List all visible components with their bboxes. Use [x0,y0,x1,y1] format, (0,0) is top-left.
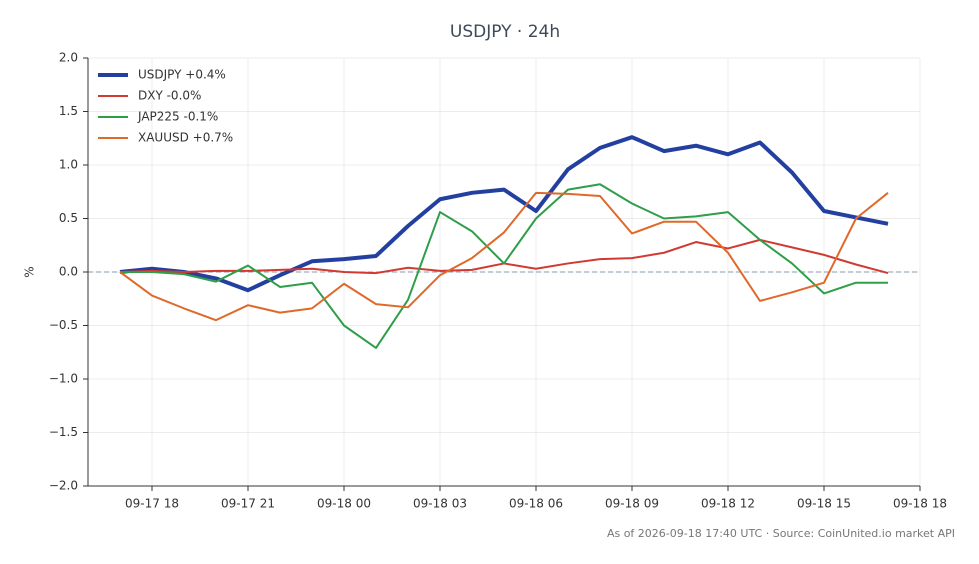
x-tick-label: 09-18 00 [317,497,371,511]
x-tick-label: 09-18 12 [701,497,755,511]
y-tick-label: −1.5 [49,425,78,439]
legend-label: DXY -0.0% [138,89,201,103]
footer: As of 2026-09-18 17:40 UTC · Source: Coi… [607,527,955,540]
x-tick-label: 09-17 18 [125,497,179,511]
x-tick-label: 09-18 09 [605,497,659,511]
y-tick-label: 2.0 [59,51,78,65]
legend-label: XAUUSD +0.7% [138,131,233,145]
y-tick-label: 0.5 [59,211,78,225]
legend-label: JAP225 -0.1% [137,110,218,124]
x-tick-label: 09-18 18 [893,497,947,511]
y-tick-label: 1.0 [59,158,78,172]
y-tick-label: −2.0 [49,479,78,493]
series-line [120,183,888,349]
y-tick-label: −1.0 [49,372,78,386]
series-line [119,191,889,322]
chart-title: USDJPY · 24h [450,22,560,42]
legend-label: USDJPY +0.4% [138,68,226,82]
series-line [119,238,889,275]
y-tick-label: 1.5 [59,104,78,118]
x-tick-label: 09-17 21 [221,497,275,511]
x-tick-label: 09-18 06 [509,497,563,511]
y-tick-label: −0.5 [49,318,78,332]
y-tick-label: 0.0 [59,265,78,279]
x-tick-label: 09-18 03 [413,497,467,511]
x-tick-label: 09-18 15 [797,497,851,511]
y-axis-label: % [23,266,37,277]
series-line [119,135,889,293]
